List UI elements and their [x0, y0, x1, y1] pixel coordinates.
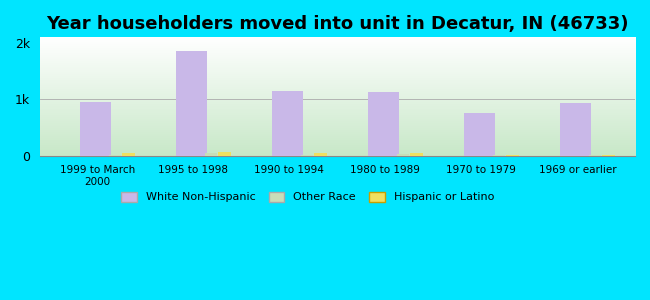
Bar: [410, 153, 422, 156]
Bar: [464, 113, 495, 156]
Bar: [560, 103, 591, 156]
Bar: [603, 154, 614, 156]
Bar: [272, 91, 303, 156]
Title: Year householders moved into unit in Decatur, IN (46733): Year householders moved into unit in Dec…: [46, 15, 629, 33]
Bar: [176, 51, 207, 156]
Bar: [589, 155, 601, 156]
Bar: [368, 92, 399, 156]
Bar: [122, 153, 135, 156]
Bar: [493, 155, 505, 156]
Bar: [205, 153, 216, 156]
Bar: [506, 155, 519, 156]
Bar: [301, 155, 313, 156]
Bar: [218, 152, 231, 156]
Bar: [80, 102, 111, 156]
Bar: [396, 154, 409, 156]
Bar: [109, 154, 121, 156]
Bar: [315, 153, 326, 156]
Legend: White Non-Hispanic, Other Race, Hispanic or Latino: White Non-Hispanic, Other Race, Hispanic…: [117, 187, 499, 207]
